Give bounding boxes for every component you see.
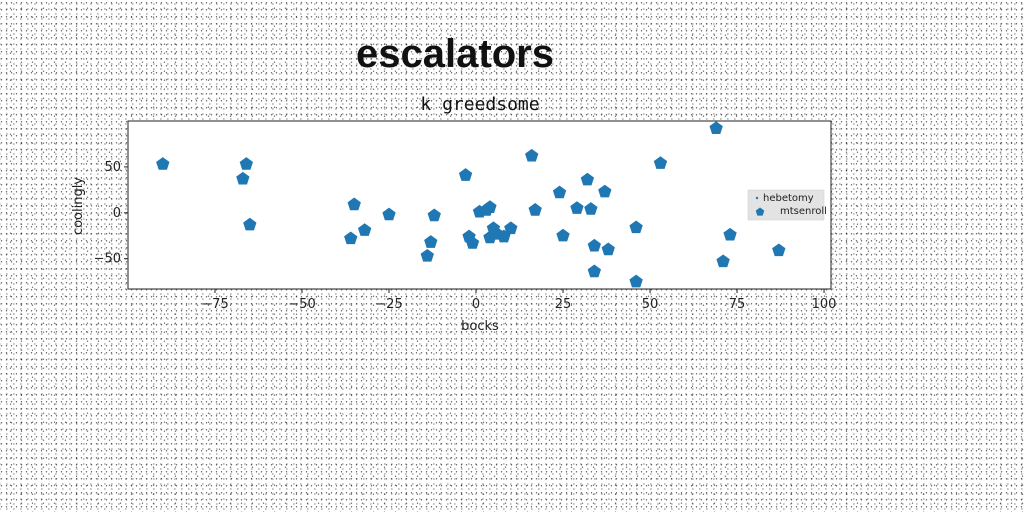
- legend-label-hebetomy: hebetomy: [763, 193, 814, 204]
- chart-subtitle: k greedsome: [420, 94, 539, 115]
- data-point: [483, 200, 497, 213]
- data-point: [344, 231, 358, 245]
- data-point: [347, 197, 361, 211]
- data-point: [382, 207, 396, 221]
- data-point: [723, 227, 737, 241]
- data-point: [552, 185, 567, 199]
- data-point: [156, 157, 170, 170]
- y-tick-label: −50: [94, 252, 121, 267]
- data-point: [239, 157, 253, 170]
- data-point: [716, 254, 730, 268]
- data-point: [504, 221, 518, 235]
- data-point: [458, 168, 473, 181]
- x-tick-label: −75: [201, 297, 228, 312]
- x-tick-label: 75: [729, 297, 746, 312]
- y-axis-ticks: 50 0 −50: [94, 160, 128, 267]
- data-point: [243, 217, 257, 231]
- x-tick-label: 100: [812, 297, 837, 312]
- legend-label-mtsenroll: mtsenroll: [780, 206, 827, 217]
- data-point: [525, 148, 539, 162]
- x-tick-label: −50: [288, 297, 315, 312]
- data-point: [580, 172, 595, 186]
- legend-marker-mtsenroll: [755, 207, 765, 216]
- chart-title: escalators: [356, 32, 554, 76]
- data-point: [420, 248, 434, 262]
- x-tick-label: 50: [642, 297, 659, 312]
- data-point: [424, 235, 438, 248]
- data-point: [358, 223, 372, 236]
- data-point: [601, 242, 615, 256]
- legend: hebetomy mtsenroll: [747, 189, 827, 221]
- data-point: [709, 121, 723, 135]
- data-point: [653, 156, 668, 169]
- x-axis-label: bocks: [461, 319, 499, 334]
- data-point: [629, 274, 643, 288]
- data-point: [427, 208, 441, 222]
- data-point: [528, 203, 542, 216]
- data-point: [570, 201, 584, 214]
- legend-marker-hebetomy: [755, 196, 759, 200]
- data-point: [584, 202, 598, 215]
- x-tick-label: 0: [472, 297, 480, 312]
- data-point: [629, 220, 643, 234]
- data-point: [236, 171, 250, 185]
- y-tick-label: 0: [113, 206, 121, 221]
- data-point: [587, 238, 601, 252]
- data-point: [772, 243, 786, 257]
- data-point: [556, 228, 570, 242]
- scatter-points: [156, 121, 786, 288]
- x-axis-ticks: −75 −50 −25 0 25 50 75 100: [201, 289, 836, 312]
- y-axis-label: coolingly: [71, 177, 86, 235]
- x-tick-label: 25: [555, 297, 572, 312]
- x-tick-label: −25: [375, 297, 402, 312]
- data-point: [587, 264, 601, 278]
- data-point: [465, 236, 480, 249]
- data-point: [598, 184, 612, 198]
- y-tick-label: 50: [104, 160, 121, 175]
